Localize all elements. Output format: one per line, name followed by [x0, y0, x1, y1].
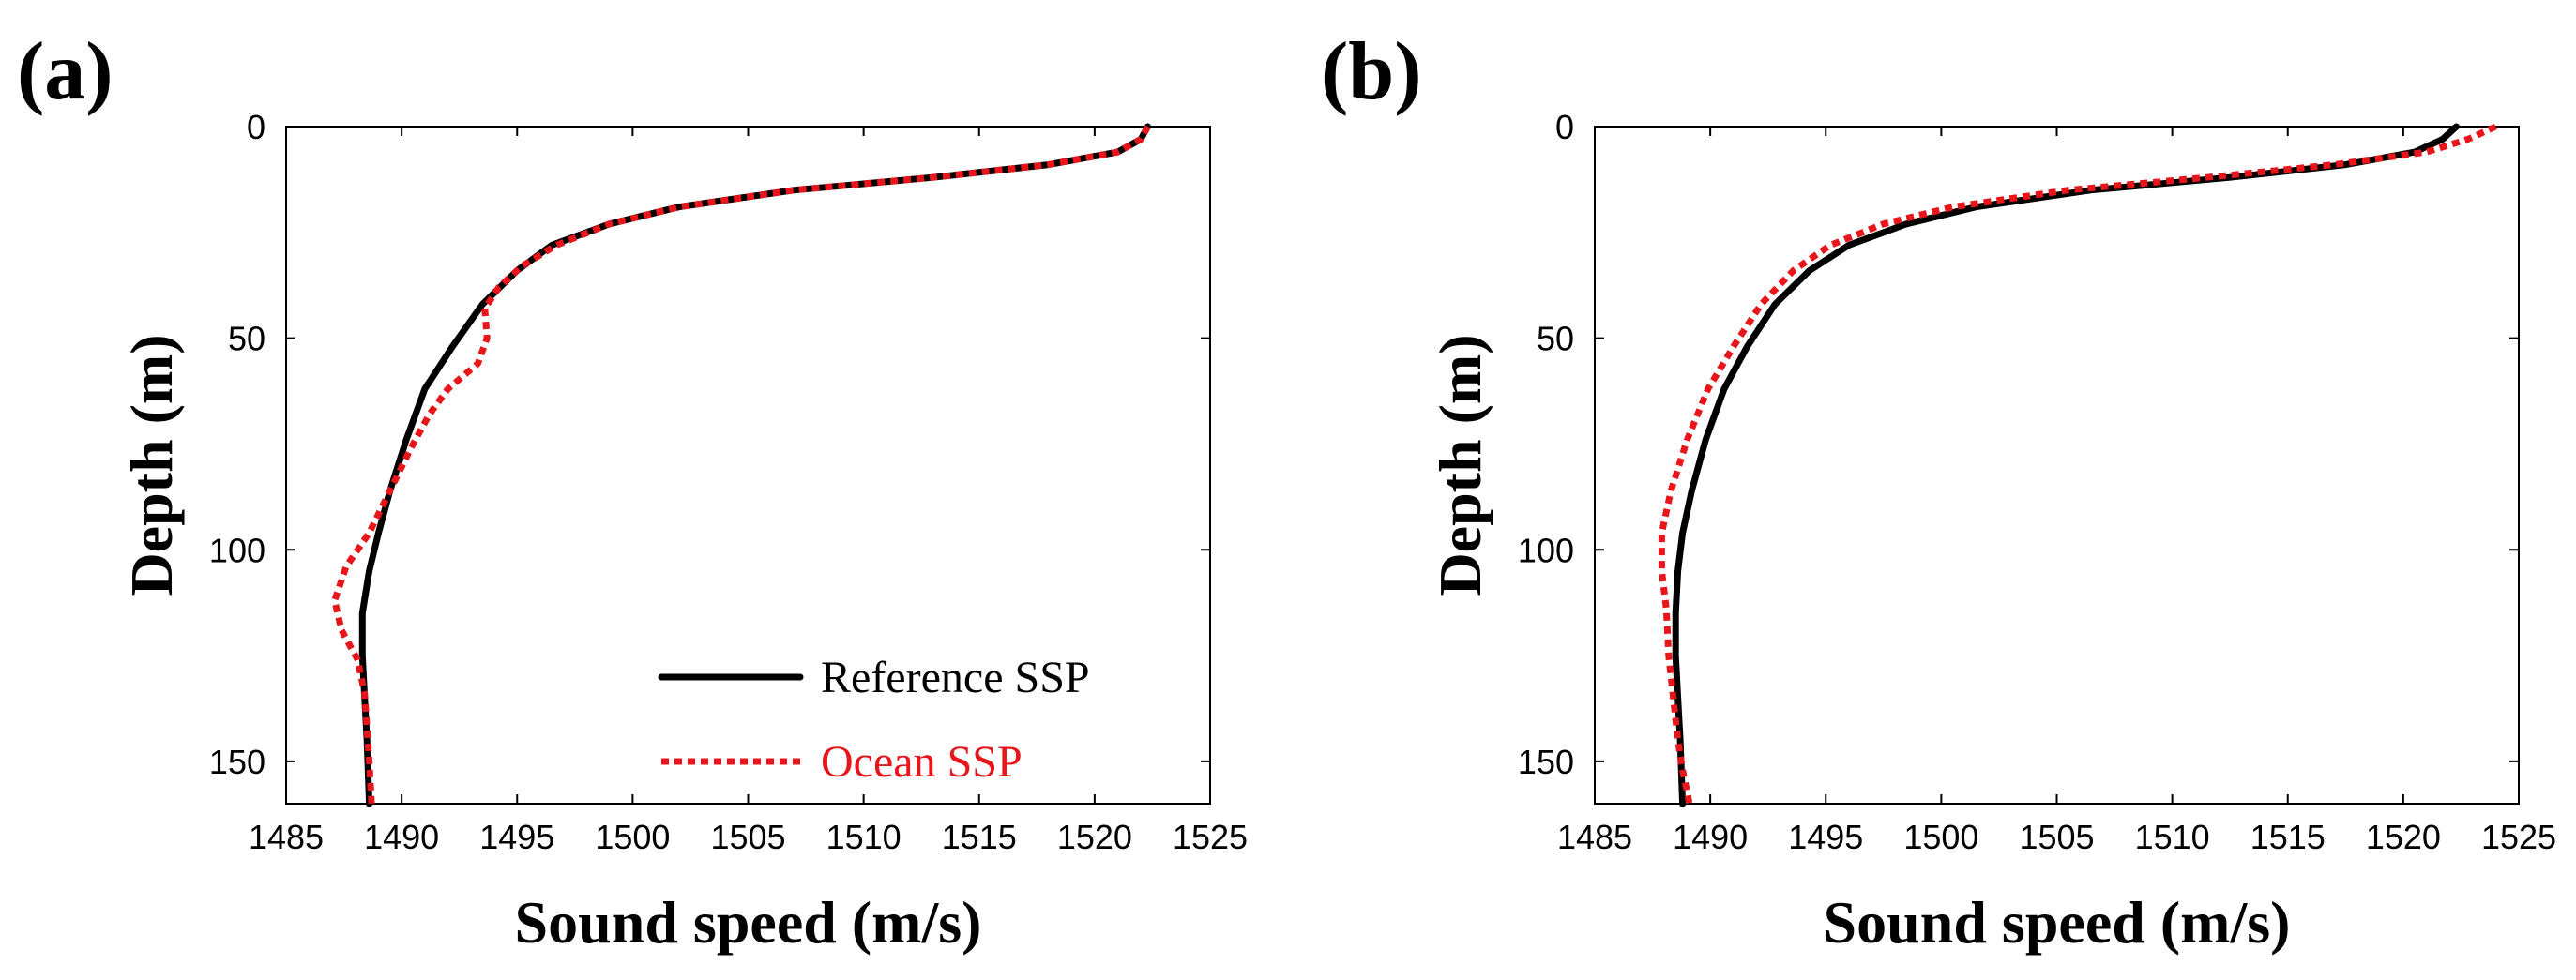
x-tick-label: 1505	[710, 818, 785, 856]
y-tick-label: 100	[209, 531, 265, 569]
x-tick-label: 1510	[826, 818, 902, 856]
x-tick-label: 1490	[364, 818, 439, 856]
x-tick-label: 1495	[1788, 818, 1863, 856]
x-tick-label: 1500	[595, 818, 670, 856]
x-tick-label: 1505	[2019, 818, 2094, 856]
x-tick-label: 1500	[1903, 818, 1978, 856]
y-axis-title: Depth (m)	[118, 334, 185, 596]
series-line-ocean-ssp	[331, 125, 1151, 805]
y-tick-label: 50	[1537, 320, 1574, 358]
x-tick-label: 1485	[1557, 818, 1632, 856]
series-line-reference-ssp	[1672, 123, 2460, 807]
y-tick-label: 50	[228, 320, 265, 358]
y-tick-label: 100	[1518, 531, 1574, 569]
y-tick-label: 150	[1518, 743, 1574, 781]
legend-label: Ocean SSP	[821, 737, 1023, 787]
x-tick-label: 1515	[2250, 818, 2326, 856]
legend-label: Reference SSP	[821, 653, 1090, 702]
x-tick-label: 1525	[2481, 818, 2556, 856]
y-tick-label: 0	[247, 108, 265, 146]
x-tick-label: 1510	[2135, 818, 2210, 856]
panel-b: (b) 1485 1490 1495 1500 1505 1510 1515 1520 1525 0…	[1321, 26, 2556, 956]
panel-label: (b)	[1321, 26, 1422, 117]
y-axis-title: Depth (m)	[1427, 334, 1493, 596]
x-tick-label: 1485	[249, 818, 324, 856]
x-tick-label: 1490	[1673, 818, 1748, 856]
y-tick-label: 150	[209, 743, 265, 781]
panel-label: (a)	[17, 26, 114, 117]
series-line-ocean-ssp	[1658, 123, 2497, 805]
axes-frame	[1594, 126, 2520, 805]
x-tick-label: 1520	[1057, 818, 1132, 856]
x-axis-title: Sound speed (m/s)	[515, 889, 982, 956]
x-tick-label: 1520	[2366, 818, 2441, 856]
x-axis-title: Sound speed (m/s)	[1824, 889, 2291, 956]
series-line-reference-ssp	[358, 123, 1151, 807]
panel-a: (a) 1485 1490 1495 1500 1505 1510 1515 1520 1525 0…	[17, 26, 1248, 956]
x-tick-label: 1495	[479, 818, 554, 856]
x-tick-label: 1525	[1173, 818, 1248, 856]
x-tick-label: 1515	[942, 818, 1017, 856]
y-tick-label: 0	[1555, 108, 1574, 146]
